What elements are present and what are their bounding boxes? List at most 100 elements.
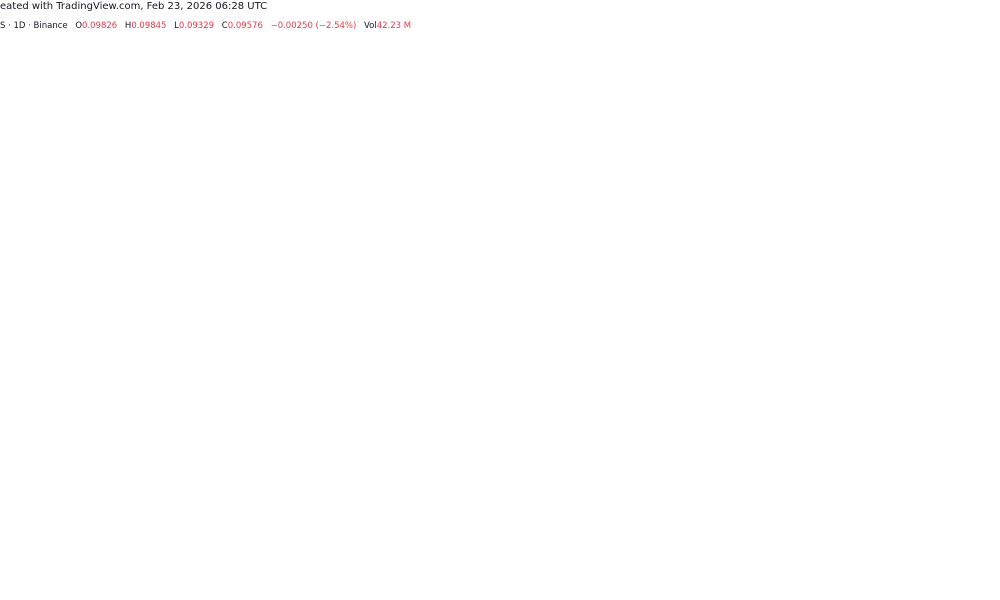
- x-tick-label: 3: [458, 545, 463, 555]
- candle: [531, 366, 547, 398]
- measure-arrowhead-icon: [57, 193, 65, 198]
- candle: [80, 190, 96, 229]
- candle: [414, 354, 430, 397]
- candle-body: [335, 270, 351, 277]
- x-tick-label: 21: [808, 545, 819, 555]
- candle-body: [786, 317, 802, 331]
- x-tick-label: 21: [201, 545, 212, 555]
- x-tick-label: 15: [83, 545, 94, 555]
- x-tick-label: 27: [926, 545, 937, 555]
- x-tick-label: Feb: [414, 545, 429, 555]
- x-tick-label: 25: [279, 545, 290, 555]
- x-tick-label: Mar: [962, 545, 979, 555]
- symbol-label[interactable]: S · 1D · Binance: [0, 21, 68, 31]
- candle: [688, 278, 704, 328]
- candle-body: [766, 320, 782, 331]
- candle-body: [551, 369, 567, 378]
- open-value: 0.09826: [82, 21, 118, 31]
- candle-body: [394, 322, 410, 360]
- candle: [2, 212, 18, 230]
- candle-body: [22, 222, 38, 234]
- candle-body: [2, 218, 18, 223]
- candle-body: [80, 191, 96, 221]
- trendline: [29, 231, 560, 494]
- candle: [472, 354, 488, 389]
- candle-body: [316, 270, 332, 279]
- candle: [512, 325, 528, 505]
- candle: [41, 190, 57, 237]
- event-marker-circle: [845, 523, 860, 539]
- candle: [61, 166, 77, 202]
- candle: [629, 334, 645, 385]
- candle-body: [355, 276, 371, 311]
- candle: [668, 272, 684, 323]
- candle-body: [198, 264, 214, 284]
- candle: [355, 272, 371, 323]
- candle: [198, 251, 214, 284]
- x-tick-label: 13: [44, 545, 55, 555]
- x-tick-label: 25: [887, 545, 898, 555]
- candle: [551, 339, 567, 385]
- measure-box: [19, 192, 99, 459]
- candle-body: [472, 373, 488, 382]
- x-tick-label: 23: [847, 545, 858, 555]
- candle: [276, 265, 292, 311]
- candle-body: [512, 369, 528, 461]
- x-tick-label: 13: [651, 545, 662, 555]
- candle-body: [531, 369, 547, 378]
- candle-body: [610, 371, 626, 384]
- candle-body: [433, 357, 449, 387]
- candle-body: [139, 213, 155, 251]
- high-label: H: [124, 21, 132, 31]
- x-tick-label: 17: [122, 545, 133, 555]
- x-tick-label: 23: [240, 545, 251, 555]
- trendline: [88, 189, 716, 379]
- candle: [218, 254, 234, 277]
- candle-body: [590, 362, 606, 372]
- x-tick-label: 15: [691, 545, 702, 555]
- ohlc-legend: S · 1D · Binance O0.09826 H0.09845 L0.09…: [0, 21, 416, 31]
- candle-body: [120, 214, 136, 217]
- candle-body: [688, 294, 704, 315]
- candle: [570, 352, 586, 393]
- candle-body: [296, 277, 312, 297]
- candle-body: [492, 379, 508, 461]
- x-tick-label: 9: [576, 545, 581, 555]
- x-tick-label: 11: [612, 545, 623, 555]
- lightning-bolt: [850, 527, 855, 535]
- candle: [296, 270, 312, 297]
- candle-body: [61, 192, 77, 200]
- lightning-icon[interactable]: [845, 523, 860, 539]
- low-label: L: [174, 21, 179, 31]
- change-value: −0.00250 (−2.54%): [270, 21, 357, 31]
- close-label: C: [221, 21, 228, 31]
- candle-body: [257, 263, 273, 269]
- x-tick-label: 19: [161, 545, 172, 555]
- candle: [806, 306, 822, 328]
- x-tick-label: 5: [497, 545, 502, 555]
- x-tick-label: 7: [536, 545, 541, 555]
- candle-body: [374, 308, 390, 323]
- measure-box: [646, 92, 922, 358]
- candle-body: [159, 250, 175, 257]
- candle: [178, 253, 194, 293]
- measure-label: 0.04490 (57.36%) 4,490: [21, 177, 100, 185]
- x-tick-label: 29: [357, 545, 368, 555]
- candle: [747, 300, 763, 325]
- candle: [139, 211, 155, 252]
- candle: [708, 300, 724, 325]
- candle: [590, 355, 606, 382]
- measure-arrowhead-icon: [782, 92, 790, 97]
- candle: [316, 264, 332, 289]
- watermark-caption: eated with TradingView.com, Feb 23, 2026…: [0, 1, 268, 12]
- x-tick-label: 11: [5, 545, 16, 555]
- low-value: 0.09329: [178, 21, 215, 31]
- candle-body: [668, 294, 684, 323]
- candle: [433, 339, 449, 404]
- candle: [492, 375, 508, 478]
- candle-body: [649, 322, 665, 358]
- candle: [649, 321, 665, 367]
- candle: [766, 318, 782, 340]
- x-tick-label: 19: [769, 545, 780, 555]
